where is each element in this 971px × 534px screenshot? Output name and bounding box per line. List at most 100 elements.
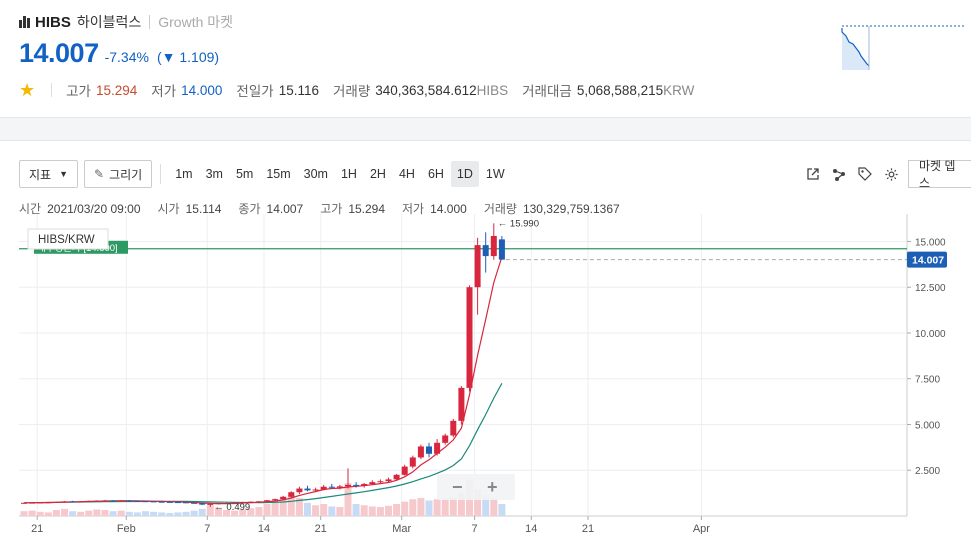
min-price-marker: ← 0.499 [214, 502, 250, 513]
timeframe-1m[interactable]: 1m [175, 167, 193, 181]
indicator-button[interactable]: 지표 ▼ [19, 160, 79, 188]
y-tick-label: 2.500 [915, 466, 940, 477]
candle-body [288, 492, 295, 497]
volume-bar [441, 498, 449, 516]
candle-body [377, 481, 384, 483]
tag-icon[interactable] [852, 160, 878, 188]
volume-bar [271, 501, 279, 516]
share-icon[interactable] [826, 160, 852, 188]
x-tick-label: 14 [258, 523, 270, 534]
timeframe-6h[interactable]: 6H [427, 167, 444, 181]
stat-label: 거래대금 [522, 84, 572, 99]
zoom-in-icon[interactable]: + [487, 477, 498, 497]
candle-body [215, 503, 222, 505]
zoom-controls [437, 474, 515, 500]
x-tick-label: 21 [31, 523, 43, 534]
volume-bar [425, 500, 433, 516]
pair-legend-box [27, 228, 109, 250]
sparkline-area [842, 28, 869, 70]
timeframe-5m[interactable]: 5m [235, 167, 254, 181]
x-tick-label: Feb [117, 523, 136, 534]
x-tick-label: 21 [315, 523, 327, 534]
candle-body [353, 484, 360, 486]
volume-bar [36, 511, 44, 516]
x-tick-label: 21 [582, 523, 594, 534]
candle-body [21, 502, 27, 504]
timeframe-1d[interactable]: 1D [450, 161, 479, 187]
volume-bar [133, 512, 141, 516]
timeframe-3m[interactable]: 3m [205, 167, 223, 181]
info-close-value: 14.007 [266, 202, 304, 216]
moving-average-long [23, 383, 503, 504]
volume-bar [385, 505, 392, 516]
candle-body [482, 245, 489, 257]
change-amount-value: ▼ 1.109 [161, 49, 215, 65]
moving-average-short [23, 256, 503, 505]
candle-body [442, 435, 449, 443]
candle-body [69, 501, 76, 503]
ohlc-info-bar: 시간 2021/03/20 09:00 시가 15.114 종가 14.007 고가 1… [19, 200, 637, 217]
coin-korean-name: 하이블럭스 [76, 14, 142, 30]
candle-body [37, 502, 44, 504]
indicator-label: 지표 [29, 167, 52, 182]
volume-bar [352, 504, 360, 516]
caret-down-icon: ▼ [59, 169, 69, 179]
candle-body [498, 239, 505, 260]
candle-body [102, 500, 108, 502]
price-sparkline [841, 25, 966, 70]
candle-body [401, 466, 408, 475]
candle-body [336, 486, 343, 488]
y-tick-label: 7.500 [915, 375, 940, 386]
candle-body [166, 501, 173, 503]
timeframe-4h[interactable]: 4H [398, 167, 415, 181]
draw-button[interactable]: ✎ 그리기 [84, 160, 153, 188]
timeframe-1w[interactable]: 1W [485, 167, 505, 181]
volume-bar [206, 505, 214, 516]
info-open: 시가 15.114 [158, 200, 222, 217]
x-tick-label: 7 [204, 523, 210, 534]
zoom-out-icon[interactable]: − [452, 477, 463, 497]
y-tick-label: 12.500 [915, 283, 946, 294]
timeframe-15m[interactable]: 15m [266, 167, 291, 181]
favorite-star-icon[interactable]: ★ [19, 79, 36, 100]
info-open-label: 시가 [157, 202, 180, 216]
volume-bar [69, 511, 77, 516]
candle-body [264, 500, 270, 502]
candle-body [434, 442, 441, 454]
info-volume-label: 거래량 [483, 202, 517, 216]
candle-body [474, 245, 481, 288]
x-tick-label: Mar [392, 523, 411, 534]
candle-body [61, 501, 68, 503]
max-price-marker: ← 15.990 [498, 218, 539, 229]
volume-bar [174, 512, 182, 516]
timeframe-list: 1m 3m 5m 15m 30m 1H 2H 4H 6H 1D 1W [169, 161, 510, 187]
market-depth-button[interactable]: 마켓 뎁스 [908, 159, 971, 190]
stat-label: 거래량 [332, 84, 371, 99]
stats-row: ★ 고가 15.294 저가 14.000 전일가 15.116 거래량 340,363,58… [19, 79, 708, 100]
volume-bar [20, 511, 28, 516]
stat-value: 5,068,588,215 [576, 82, 664, 98]
candle-body [304, 488, 311, 491]
info-close-label: 종가 [238, 202, 261, 216]
volume-bar [320, 504, 328, 516]
candle-body [183, 502, 189, 504]
timeframe-1h[interactable]: 1H [340, 167, 357, 181]
info-volume: 거래량 130,329,759.1367 [484, 200, 620, 217]
candle-body [231, 502, 238, 504]
info-time-label: 시간 [19, 202, 42, 216]
stat-item: 고가 15.294 [66, 80, 137, 100]
timeframe-2h[interactable]: 2H [369, 167, 386, 181]
gear-icon[interactable] [878, 160, 904, 188]
volume-bar [312, 505, 320, 516]
info-close: 종가 14.007 [238, 200, 303, 217]
timeframe-30m[interactable]: 30m [303, 167, 328, 181]
title-divider [149, 15, 151, 29]
stat-divider [51, 83, 53, 97]
candle-body [247, 501, 254, 503]
candle-body [93, 500, 100, 502]
y-tick-label: 15.000 [915, 237, 946, 248]
volume-bar [279, 499, 287, 516]
external-link-icon[interactable] [800, 160, 826, 188]
info-low-value: 14.000 [430, 202, 467, 216]
